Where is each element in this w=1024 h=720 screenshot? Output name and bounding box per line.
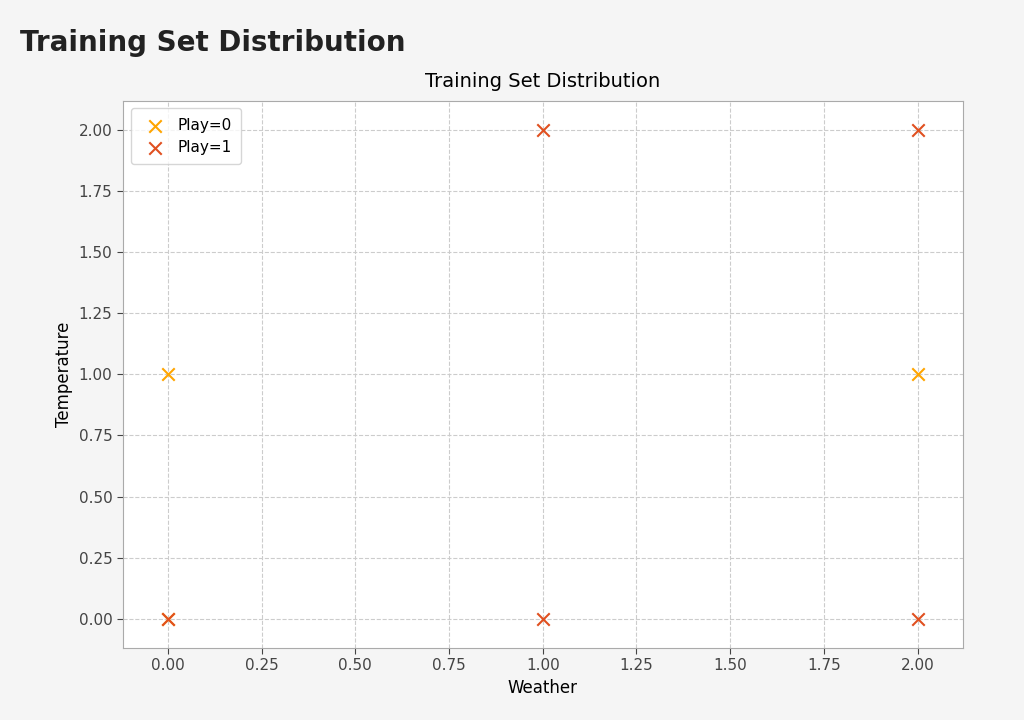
Play=1: [909, 613, 926, 624]
Play=0: [160, 613, 176, 624]
Play=0: [160, 369, 176, 380]
Play=0: [909, 369, 926, 380]
Text: Training Set Distribution: Training Set Distribution: [20, 29, 406, 57]
Title: Training Set Distribution: Training Set Distribution: [425, 72, 660, 91]
Play=1: [909, 125, 926, 136]
X-axis label: Weather: Weather: [508, 679, 578, 697]
Play=1: [535, 125, 551, 136]
Play=1: [535, 613, 551, 624]
Y-axis label: Temperature: Temperature: [55, 322, 73, 427]
Legend: Play=0, Play=1: Play=0, Play=1: [130, 109, 242, 164]
Play=1: [160, 613, 176, 624]
